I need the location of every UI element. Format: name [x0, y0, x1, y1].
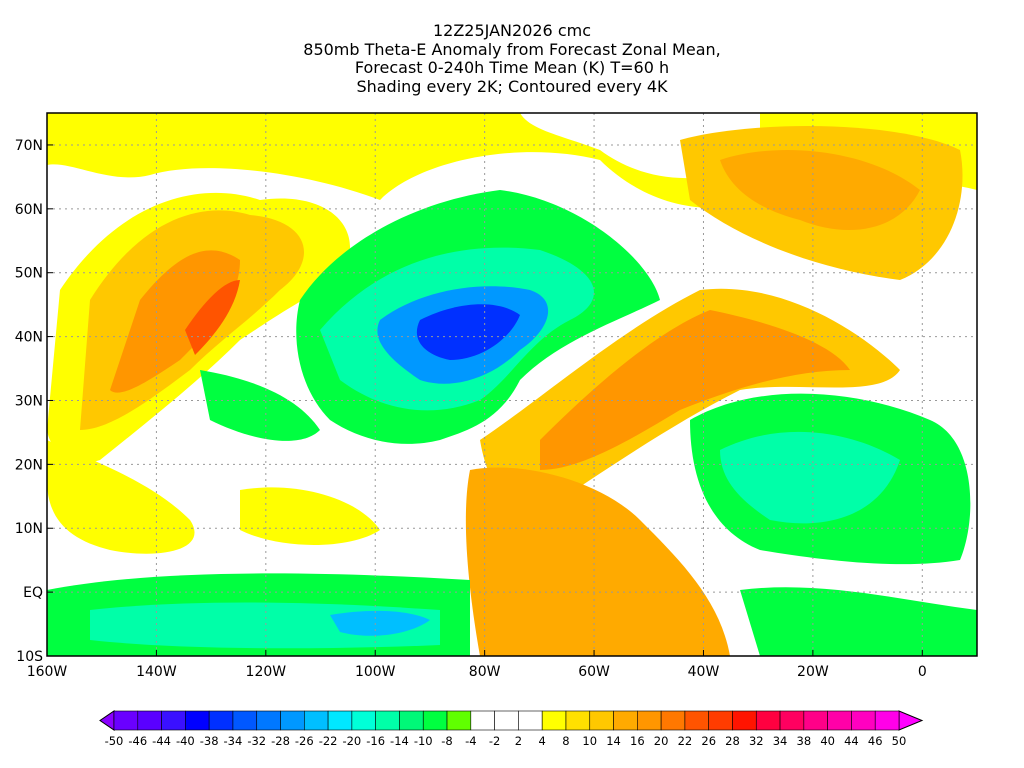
colorbar-swatch: [113, 710, 139, 731]
colorbar-label: 10: [582, 734, 597, 748]
colorbar-swatch: [684, 710, 709, 731]
title-line-4: Shading every 2K; Contoured every 4K: [356, 76, 668, 96]
colorbar-label: -46: [128, 734, 147, 748]
colorbar-swatch: [399, 710, 424, 731]
colorbar-swatch: [518, 710, 543, 731]
colorbar-swatch: [660, 710, 686, 731]
colorbar-label: -22: [319, 734, 338, 748]
colorbar-swatch: [827, 710, 852, 731]
colorbar-swatch: [446, 710, 472, 731]
colorbar-swatch: [185, 710, 210, 731]
colorbar-swatch: [779, 710, 805, 731]
lat-label: 30N: [15, 393, 43, 409]
shaded-field: [47, 113, 977, 656]
colorbar-label: 16: [630, 734, 645, 748]
colorbar-swatch: [755, 710, 781, 731]
colorbar-swatch: [280, 710, 305, 731]
colorbar-label: -28: [271, 734, 290, 748]
colorbar-swatch: [422, 710, 448, 731]
lat-label: 20N: [15, 457, 43, 473]
colorbar-label: -38: [200, 734, 219, 748]
lat-label: 60N: [15, 202, 43, 218]
colorbar-swatch: [470, 710, 495, 731]
colorbar-label: -32: [247, 734, 266, 748]
colorbar-label: -20: [342, 734, 361, 748]
colorbar-label: -14: [390, 734, 409, 748]
lon-label: 120W: [246, 664, 287, 680]
colorbar-label: -34: [224, 734, 243, 748]
lat-label: 40N: [15, 330, 43, 346]
lon-label: 0: [918, 664, 927, 680]
colorbar-swatch: [803, 710, 828, 731]
colorbar-label: 14: [606, 734, 621, 748]
colorbar-swatch: [637, 710, 662, 731]
title-line-3: Forecast 0-240h Time Mean (K) T=60 h: [354, 58, 670, 77]
lon-label: 100W: [355, 664, 396, 680]
colorbar-label: -26: [295, 734, 314, 748]
colorbar-label: 22: [678, 734, 693, 748]
lat-label: 10S: [16, 649, 43, 665]
colorbar-swatch: [874, 710, 900, 731]
colorbar-swatch: [541, 710, 567, 731]
colorbar-label: 26: [701, 734, 716, 748]
colorbar-label: 50: [892, 734, 907, 748]
colorbar-swatch: [327, 710, 353, 731]
colorbar-swatch: [565, 710, 591, 731]
title-line-1: 12Z25JAN2026 cmc: [432, 21, 591, 40]
colorbar-swatch: [161, 710, 186, 731]
colorbar-low-arrow: [99, 710, 115, 731]
lon-label: 80W: [469, 664, 501, 680]
colorbar-swatch: [256, 710, 281, 731]
colorbar-label: -2: [489, 734, 500, 748]
lat-label: 10N: [15, 521, 43, 537]
colorbar-label: 4: [539, 734, 546, 748]
colorbar-label: -44: [152, 734, 171, 748]
lat-label: 50N: [15, 266, 43, 282]
lon-label: 160W: [27, 664, 68, 680]
colorbar-label: -50: [105, 734, 124, 748]
title-line-2: 850mb Theta-E Anomaly from Forecast Zona…: [303, 39, 721, 59]
colorbar-swatch: [351, 710, 376, 731]
colorbar-high-arrow: [898, 710, 924, 731]
colorbar-swatch: [708, 710, 733, 731]
colorbar-label: 20: [654, 734, 669, 748]
colorbar-swatch: [375, 710, 400, 731]
colorbar-label: 46: [868, 734, 883, 748]
colorbar-label: 40: [820, 734, 835, 748]
lon-label: 140W: [136, 664, 177, 680]
colorbar-swatch: [137, 710, 162, 731]
colorbar-label: -16: [366, 734, 385, 748]
colorbar-label: 2: [515, 734, 522, 748]
lat-label: 70N: [15, 138, 43, 154]
colorbar-swatch: [304, 710, 329, 731]
colorbar-label: -40: [176, 734, 195, 748]
lon-label: 40W: [688, 664, 720, 680]
colorbar-label: 32: [749, 734, 764, 748]
map-frame: [46, 112, 978, 657]
colorbar-label: 38: [797, 734, 812, 748]
colorbar-swatch: [208, 710, 234, 731]
colorbar-label: 8: [562, 734, 569, 748]
colorbar-swatch: [851, 710, 876, 731]
colorbar-label: -8: [441, 734, 452, 748]
chart-title: 12Z25JAN2026 cmc 850mb Theta-E Anomaly f…: [0, 21, 1024, 96]
colorbar-label: -10: [414, 734, 433, 748]
lat-label: EQ: [23, 585, 43, 601]
colorbar-label: -4: [465, 734, 476, 748]
colorbar-swatch: [232, 710, 258, 731]
colorbar-swatch: [494, 710, 519, 731]
colorbar-label: 28: [725, 734, 740, 748]
lon-label: 60W: [578, 664, 610, 680]
colorbar-swatch: [732, 710, 757, 731]
lon-label: 20W: [797, 664, 829, 680]
colorbar-label: 44: [844, 734, 859, 748]
colorbar-label: 34: [773, 734, 788, 748]
colorbar-swatch: [613, 710, 638, 731]
colorbar-swatch: [589, 710, 614, 731]
